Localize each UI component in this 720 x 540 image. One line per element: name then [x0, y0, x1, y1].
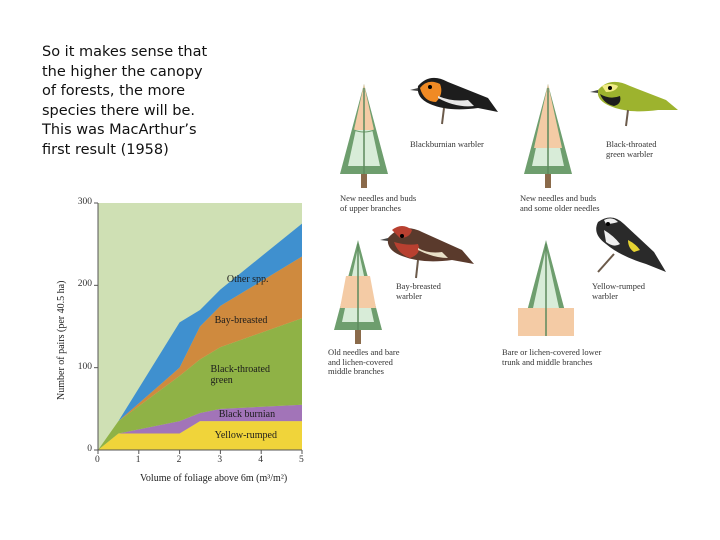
x-tick-label: 5 — [299, 455, 304, 465]
x-tick-label: 0 — [95, 455, 100, 465]
chart-canvas — [94, 202, 303, 454]
area-band-black-throated-green — [98, 318, 302, 450]
tree-caption-1: New needles and buds of upper branches — [340, 193, 417, 213]
tree-diagram-3 — [330, 238, 386, 346]
tree-diagram-2 — [520, 82, 576, 190]
x-tick-label: 3 — [217, 455, 223, 465]
warbler-niche-figure: Blackburnian warbler Black-throated gree… — [322, 60, 692, 380]
slide-body-text: So it makes sense that the higher the ca… — [42, 44, 208, 158]
black-throated-green-warbler-icon — [588, 70, 680, 130]
yellow-rumped-warbler-icon — [584, 210, 670, 280]
y-tick-label: 100 — [77, 361, 92, 372]
y-tick-label: 200 — [77, 279, 92, 290]
x-tick-label: 4 — [258, 455, 263, 465]
x-axis-label: Volume of foliage above 6m (m³/m²) — [140, 473, 288, 484]
y-tick-label: 0 — [87, 444, 92, 454]
series-label-yellow-rumped: Yellow-rumped — [214, 429, 277, 441]
series-label-bay-breasted: Bay-breasted — [214, 314, 268, 326]
blackburnian-warbler-icon — [408, 68, 500, 128]
y-axis-label: Number of pairs (per 40.5 ha) — [56, 280, 67, 400]
series-label-other-spp: Other spp. — [226, 274, 269, 286]
tree-diagram-4 — [514, 238, 578, 346]
bay-breasted-warbler-icon — [378, 216, 478, 282]
bird-caption-4: Yellow-rumped warbler — [592, 281, 645, 301]
bird-caption-2: Black-throated green warbler — [606, 139, 657, 159]
area-band-bay-breasted — [98, 256, 302, 450]
tree-caption-3: Old needles and bare and lichen-covered … — [328, 347, 400, 376]
series-label-black-burnian: Black burnian — [218, 408, 276, 420]
area-band-other-spp — [98, 223, 302, 450]
series-label-black-throated-green: Black-throated green — [210, 364, 270, 387]
tree-diagram-1 — [336, 82, 392, 190]
foliage-species-chart: 0 100 200 300 0 1 2 3 4 5 Yellow-rumped Black burni… — [52, 190, 314, 490]
tree-caption-4: Bare or lichen-covered lower trunk and m… — [502, 347, 602, 367]
tree-caption-2: New needles and buds and some older need… — [520, 193, 600, 213]
area-band-black-burnian — [98, 404, 302, 450]
y-tick-label: 300 — [77, 197, 92, 207]
x-tick-label: 2 — [176, 455, 182, 465]
bird-caption-3: Bay-breasted warbler — [396, 281, 441, 301]
x-tick-label: 1 — [135, 455, 141, 465]
bird-caption-1: Blackburnian warbler — [410, 139, 484, 149]
area-band-yellow-rumped — [98, 421, 302, 450]
